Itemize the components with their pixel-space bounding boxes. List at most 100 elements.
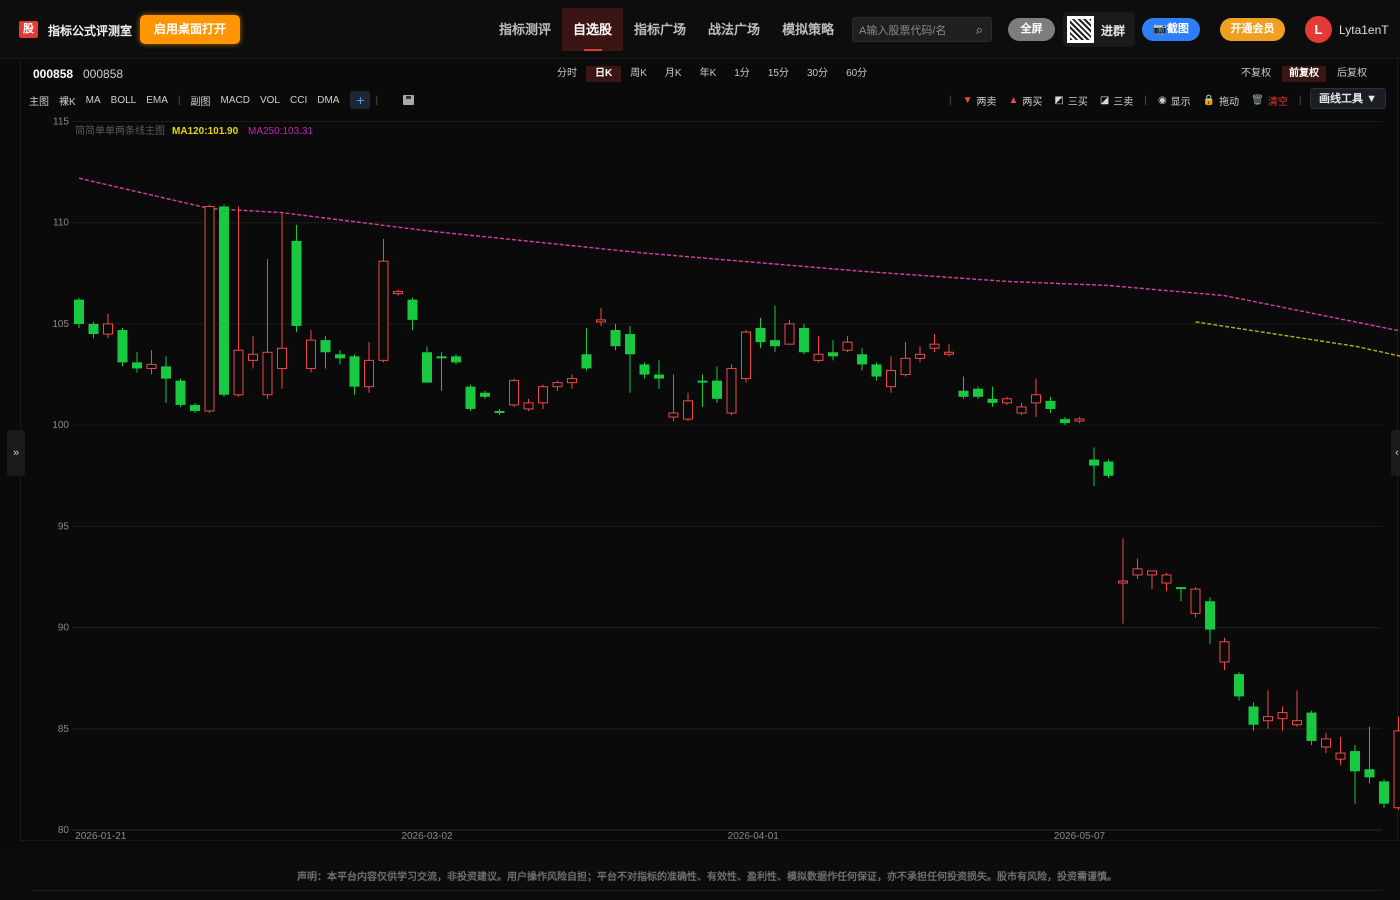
nav-simulated-strategy[interactable]: 模拟策略 [782,22,835,37]
ind-vol[interactable]: VOL [259,94,280,106]
candle-body [552,382,563,388]
candle-body [1350,751,1360,772]
period-tab-week[interactable]: 周K [630,68,647,79]
nav-indicator-review[interactable]: 指标测评 [499,22,552,37]
desktop-open-button[interactable]: 启用桌面打开 [140,15,240,44]
join-group-button[interactable]: 进群 [1063,12,1135,47]
draw-tools-dropdown[interactable]: 画线工具 ▼ [1310,88,1386,109]
expand-left-handle[interactable]: » [7,430,25,476]
clear-tool[interactable]: 🗑 清空 [1245,93,1294,108]
ind-sub[interactable]: 副图 [190,96,211,108]
candle-body [277,347,287,369]
lock-icon: 🔒 [1202,94,1216,106]
period-tab-year[interactable]: 年K [699,68,717,79]
two-sell-label: 两卖 [976,96,997,108]
candle-body [538,386,548,404]
candle-body [494,410,505,413]
clear-label: 清空 [1267,96,1288,108]
period-tab-30min[interactable]: 30分 [806,68,829,79]
triangle-down-icon: ▼ [962,94,973,106]
candle-body [1060,419,1070,424]
ind-ma[interactable]: MA [85,94,101,106]
candle-body [1277,712,1288,720]
divider: | [1298,94,1302,106]
candle-body [1118,580,1128,584]
footer-divider [32,890,1382,891]
qr-code-icon [1067,16,1094,43]
nav-strategy-square[interactable]: 战法广场 [708,22,761,37]
drag-tool[interactable]: 🔒 拖动 [1197,93,1245,108]
candle-body [1161,574,1172,584]
expand-right-handle[interactable]: ‹ [1391,430,1400,476]
trash-icon: 🗑 [1251,94,1264,106]
candle-body [871,364,882,377]
candle-body [74,299,84,324]
period-tab-day[interactable]: 日K [586,66,622,82]
search-icon[interactable]: ⌕ [975,22,983,37]
adjust-forward-tab[interactable]: 前复权 [1282,66,1326,82]
adjust-none-tab[interactable]: 不复权 [1241,68,1271,79]
nav-indicator-square[interactable]: 指标广场 [634,22,687,37]
save-icon[interactable] [403,95,415,105]
y-tick-label: 90 [58,623,70,634]
y-tick-label: 100 [52,420,69,431]
candle-body [393,291,403,295]
candle-body [465,386,476,409]
camera-icon: 📷 [1153,23,1167,35]
y-tick-label: 95 [58,521,70,532]
candle-body [900,357,911,376]
ind-macd[interactable]: MACD [220,94,250,106]
username[interactable]: Lyta1enT [1339,23,1389,37]
x-tick-label: 2026-01-21 [75,831,127,842]
candle-body [1205,601,1215,630]
ind-bare-k[interactable]: 裸K [59,96,76,108]
period-tab-1min[interactable]: 1分 [734,68,750,79]
nav-watchlist[interactable]: 自选股 [562,8,624,51]
period-tab-15min[interactable]: 15分 [767,68,789,79]
period-tab-60min[interactable]: 60分 [846,68,868,79]
ind-main[interactable]: 主图 [29,96,49,108]
period-tab-intraday[interactable]: 分时 [557,68,577,79]
candle-body [755,327,766,343]
two-buy-tool[interactable]: ▲ 两买 [1003,93,1049,108]
divider: | [949,94,952,106]
legend-entry: MA250:103.31 [248,126,313,137]
candle-body [422,352,432,383]
candle-body [233,349,244,396]
three-sell-tool[interactable]: ◪ 三卖 [1094,93,1139,108]
candle-body [973,388,983,397]
stock-code: 000858 [33,67,74,81]
candle-body [378,260,389,361]
ma120-line [78,177,1400,332]
vip-button[interactable]: 开通会员 [1220,18,1285,41]
candle-body [306,339,316,369]
two-sell-tool[interactable]: ▼ 两卖 [957,93,1003,108]
period-tab-month[interactable]: 月K [664,68,682,79]
ind-dma[interactable]: DMA [317,94,340,106]
search-input[interactable] [857,21,973,40]
candle-body [567,378,577,384]
x-tick-label: 2026-04-01 [728,831,780,842]
ind-ema[interactable]: EMA [146,94,168,106]
avatar[interactable]: L [1305,16,1332,43]
three-buy-tool[interactable]: ◩ 三买 [1048,93,1093,108]
adjust-backward-tab[interactable]: 后复权 [1337,68,1367,79]
screenshot-button[interactable]: 📷截图 [1142,18,1200,41]
add-indicator-button[interactable]: + [350,91,371,109]
divider: | [177,94,181,106]
candle-body [799,327,809,353]
show-tool[interactable]: ◉ 显示 [1152,93,1197,108]
chart-icon: ◩ [1054,94,1064,106]
legend-entry: MA120:101.90 [172,126,239,137]
candle-body [407,299,418,320]
ind-boll[interactable]: BOLL [110,94,137,106]
fullscreen-button[interactable]: 全屏 [1008,18,1055,41]
signal-tools: | ▼ 两卖 ▲ 两买 ◩ 三买 ◪ 三卖 | ◉ 显示 🔒 拖动 🗑 清空 | [944,91,1306,109]
two-buy-label: 两买 [1022,96,1043,108]
candle-body [654,374,664,379]
divider: | [1144,94,1147,106]
footer [0,852,1400,900]
candle-body [610,330,621,347]
ind-cci[interactable]: CCI [290,94,308,106]
